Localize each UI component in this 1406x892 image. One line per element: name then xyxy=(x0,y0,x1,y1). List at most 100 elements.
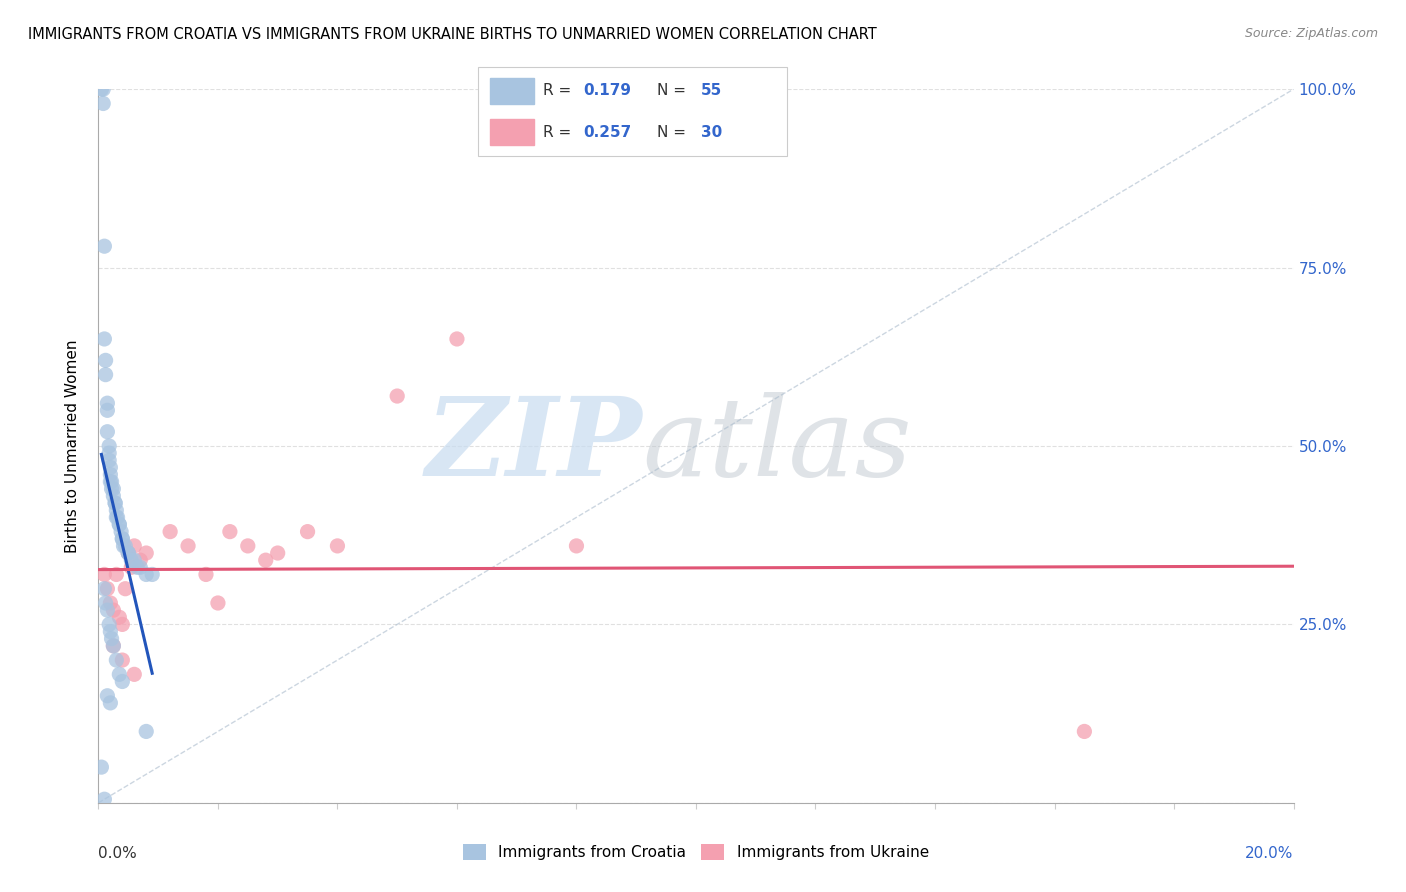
Text: 0.0%: 0.0% xyxy=(98,846,138,861)
Point xyxy=(111,532,134,546)
Point xyxy=(96,603,118,617)
Point xyxy=(96,582,118,596)
Point xyxy=(100,475,122,489)
Point xyxy=(93,792,115,806)
Point xyxy=(93,332,115,346)
Point xyxy=(94,368,117,382)
Point xyxy=(105,567,128,582)
Point xyxy=(98,617,121,632)
Point xyxy=(117,546,139,560)
Point xyxy=(114,539,136,553)
Point xyxy=(110,524,132,539)
Point xyxy=(108,610,131,624)
Point xyxy=(98,467,122,482)
Point xyxy=(94,596,117,610)
Point xyxy=(297,524,319,539)
Point xyxy=(91,82,114,96)
FancyBboxPatch shape xyxy=(478,67,787,156)
Point xyxy=(111,674,134,689)
Point xyxy=(98,624,122,639)
Point xyxy=(98,696,122,710)
Point xyxy=(96,689,118,703)
Point xyxy=(98,475,122,489)
Point xyxy=(103,603,125,617)
Text: ZIP: ZIP xyxy=(426,392,643,500)
Text: N =: N = xyxy=(658,125,692,139)
Point xyxy=(93,582,115,596)
Point xyxy=(112,539,135,553)
Point xyxy=(127,560,149,574)
Point xyxy=(104,496,127,510)
Point xyxy=(267,546,290,560)
Point xyxy=(100,632,122,646)
Point xyxy=(98,460,122,475)
Point xyxy=(124,667,146,681)
Point xyxy=(254,553,277,567)
Text: Source: ZipAtlas.com: Source: ZipAtlas.com xyxy=(1244,27,1378,40)
Point xyxy=(385,389,409,403)
Point xyxy=(565,539,588,553)
Text: 0.179: 0.179 xyxy=(583,84,631,98)
Point xyxy=(117,546,139,560)
Point xyxy=(129,560,152,574)
Text: 0.257: 0.257 xyxy=(583,125,631,139)
Point xyxy=(108,517,131,532)
Point xyxy=(141,567,163,582)
Point xyxy=(1073,724,1095,739)
Point xyxy=(135,567,157,582)
Point xyxy=(111,617,134,632)
Text: 55: 55 xyxy=(700,84,723,98)
Point xyxy=(207,596,229,610)
Text: N =: N = xyxy=(658,84,692,98)
Point xyxy=(93,567,115,582)
Text: IMMIGRANTS FROM CROATIA VS IMMIGRANTS FROM UKRAINE BIRTHS TO UNMARRIED WOMEN COR: IMMIGRANTS FROM CROATIA VS IMMIGRANTS FR… xyxy=(28,27,877,42)
Point xyxy=(90,760,112,774)
Point xyxy=(135,724,157,739)
Point xyxy=(446,332,468,346)
Point xyxy=(96,396,118,410)
Point xyxy=(177,539,200,553)
Point xyxy=(93,239,115,253)
Point xyxy=(98,439,121,453)
Point xyxy=(108,517,131,532)
Text: 20.0%: 20.0% xyxy=(1246,846,1294,861)
Point xyxy=(195,567,218,582)
Text: 30: 30 xyxy=(700,125,723,139)
Point xyxy=(103,489,125,503)
Point xyxy=(94,353,117,368)
Legend: Immigrants from Croatia, Immigrants from Ukraine: Immigrants from Croatia, Immigrants from… xyxy=(457,838,935,866)
Point xyxy=(135,546,157,560)
Text: atlas: atlas xyxy=(643,392,912,500)
Point xyxy=(124,539,146,553)
Point xyxy=(111,532,134,546)
Point xyxy=(103,639,125,653)
Point xyxy=(111,653,134,667)
Point xyxy=(98,446,121,460)
Bar xyxy=(491,119,534,145)
Point xyxy=(103,482,125,496)
Point xyxy=(120,560,142,574)
Point xyxy=(90,82,112,96)
Point xyxy=(108,667,131,681)
Point xyxy=(103,639,125,653)
Point xyxy=(159,524,181,539)
Point xyxy=(100,482,122,496)
Point xyxy=(104,496,127,510)
Point xyxy=(105,653,128,667)
Y-axis label: Births to Unmarried Women: Births to Unmarried Women xyxy=(65,339,80,553)
Point xyxy=(98,453,121,467)
Point xyxy=(236,539,259,553)
Point xyxy=(98,596,122,610)
Point xyxy=(124,553,146,567)
Point xyxy=(120,553,142,567)
Point xyxy=(117,546,139,560)
Point xyxy=(114,582,136,596)
Point xyxy=(129,553,152,567)
Point xyxy=(91,96,114,111)
Point xyxy=(105,503,128,517)
Text: R =: R = xyxy=(543,125,576,139)
Point xyxy=(107,510,129,524)
Point xyxy=(105,510,128,524)
Point xyxy=(96,403,118,417)
Point xyxy=(219,524,242,539)
